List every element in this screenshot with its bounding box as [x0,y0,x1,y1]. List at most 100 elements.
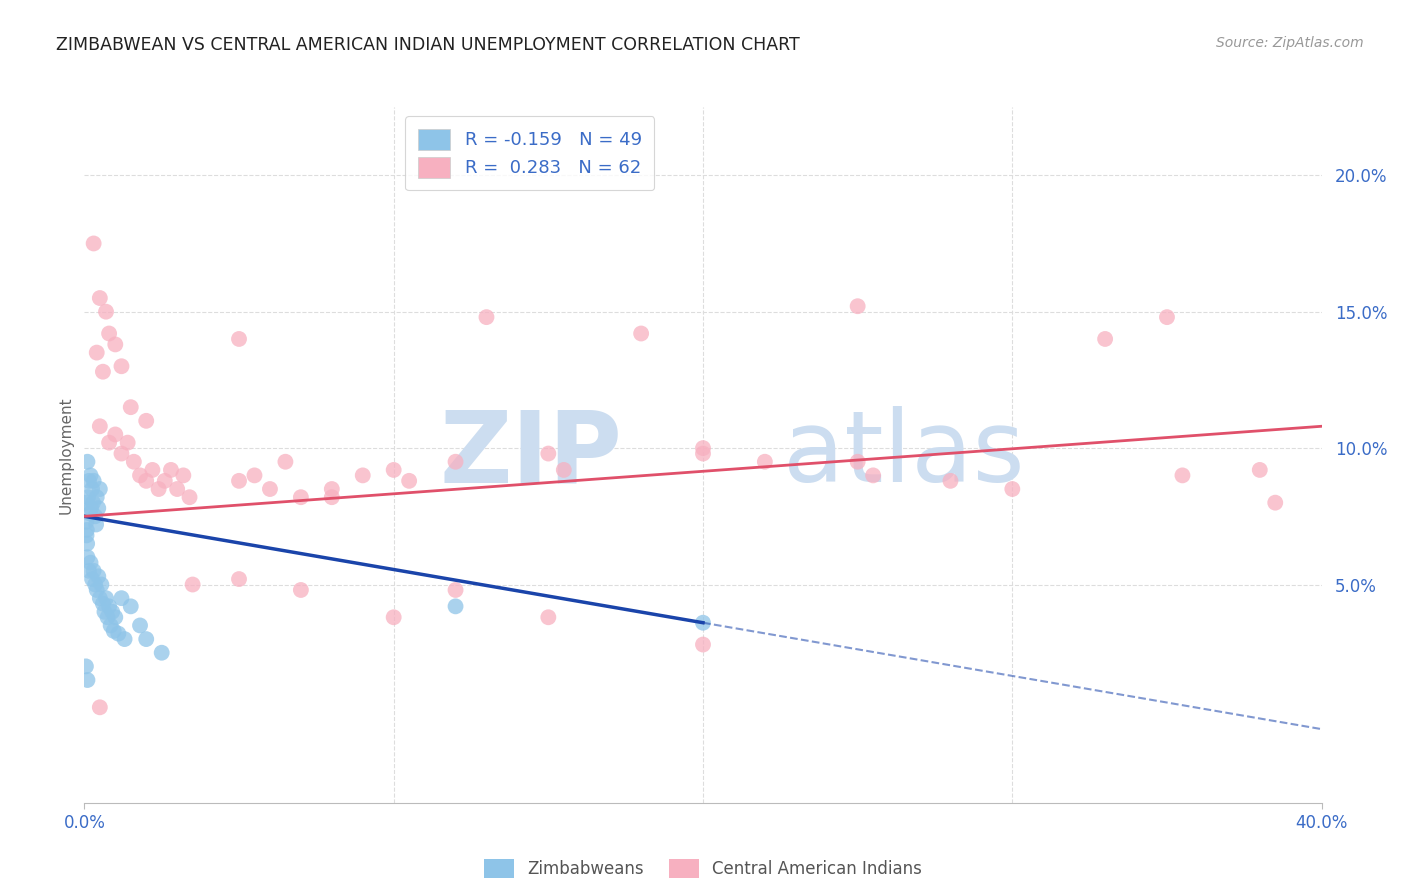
Point [153,474,176,488]
Point [179,490,201,504]
Point [398,474,420,488]
Point [1264,496,1286,510]
Point [83,474,105,488]
Point [89,419,111,434]
Point [110,591,132,606]
Point [87,501,110,516]
Point [104,337,127,351]
Point [76,455,98,469]
Point [181,577,204,591]
Point [82,572,104,586]
Point [321,482,343,496]
Point [84,517,107,532]
Point [382,610,405,624]
Point [290,582,312,597]
Point [148,482,170,496]
Point [150,646,173,660]
Point [98,435,121,450]
Point [754,455,776,469]
Point [79,468,101,483]
Point [104,610,127,624]
Point [117,435,139,450]
Point [1001,482,1024,496]
Point [444,582,467,597]
Point [84,509,107,524]
Point [120,400,142,414]
Point [862,468,884,483]
Point [94,591,117,606]
Point [1156,310,1178,325]
Point [90,577,112,591]
Point [89,291,111,305]
Point [228,572,250,586]
Point [96,610,118,624]
Point [129,468,152,483]
Point [475,310,498,325]
Text: Source: ZipAtlas.com: Source: ZipAtlas.com [1216,36,1364,50]
Point [87,569,110,583]
Point [846,455,869,469]
Point [76,523,98,537]
Point [76,673,98,687]
Point [135,632,157,646]
Point [89,700,111,714]
Point [382,463,405,477]
Point [1171,468,1194,483]
Point [77,474,100,488]
Point [86,582,108,597]
Point [75,496,97,510]
Point [166,482,188,496]
Point [79,507,101,521]
Point [82,482,104,496]
Point [846,299,869,313]
Point [120,599,142,614]
Point [91,365,114,379]
Point [89,591,111,606]
Point [243,468,266,483]
Point [537,446,560,460]
Point [1094,332,1116,346]
Point [101,605,124,619]
Point [172,468,194,483]
Point [104,427,127,442]
Point [91,597,114,611]
Text: ZIMBABWEAN VS CENTRAL AMERICAN INDIAN UNEMPLOYMENT CORRELATION CHART: ZIMBABWEAN VS CENTRAL AMERICAN INDIAN UN… [56,36,800,54]
Point [135,414,157,428]
Point [114,632,136,646]
Point [692,441,714,455]
Point [82,496,104,510]
Point [228,332,250,346]
Point [537,610,560,624]
Point [98,599,121,614]
Text: ZIP: ZIP [440,407,623,503]
Point [77,490,100,504]
Y-axis label: Unemployment: Unemployment [58,396,73,514]
Point [75,659,97,673]
Point [160,463,183,477]
Point [692,446,714,460]
Point [76,536,98,550]
Point [103,624,125,638]
Point [122,455,145,469]
Point [84,577,107,591]
Point [107,626,129,640]
Point [692,638,714,652]
Point [939,474,962,488]
Point [135,474,157,488]
Point [83,564,105,578]
Point [77,564,100,578]
Point [79,556,101,570]
Point [110,359,132,374]
Point [290,490,312,504]
Point [274,455,297,469]
Point [76,550,98,565]
Point [1249,463,1271,477]
Point [98,326,121,341]
Point [86,345,108,359]
Point [89,482,111,496]
Point [321,490,343,504]
Point [93,605,115,619]
Point [110,446,132,460]
Point [86,490,108,504]
Point [630,326,652,341]
